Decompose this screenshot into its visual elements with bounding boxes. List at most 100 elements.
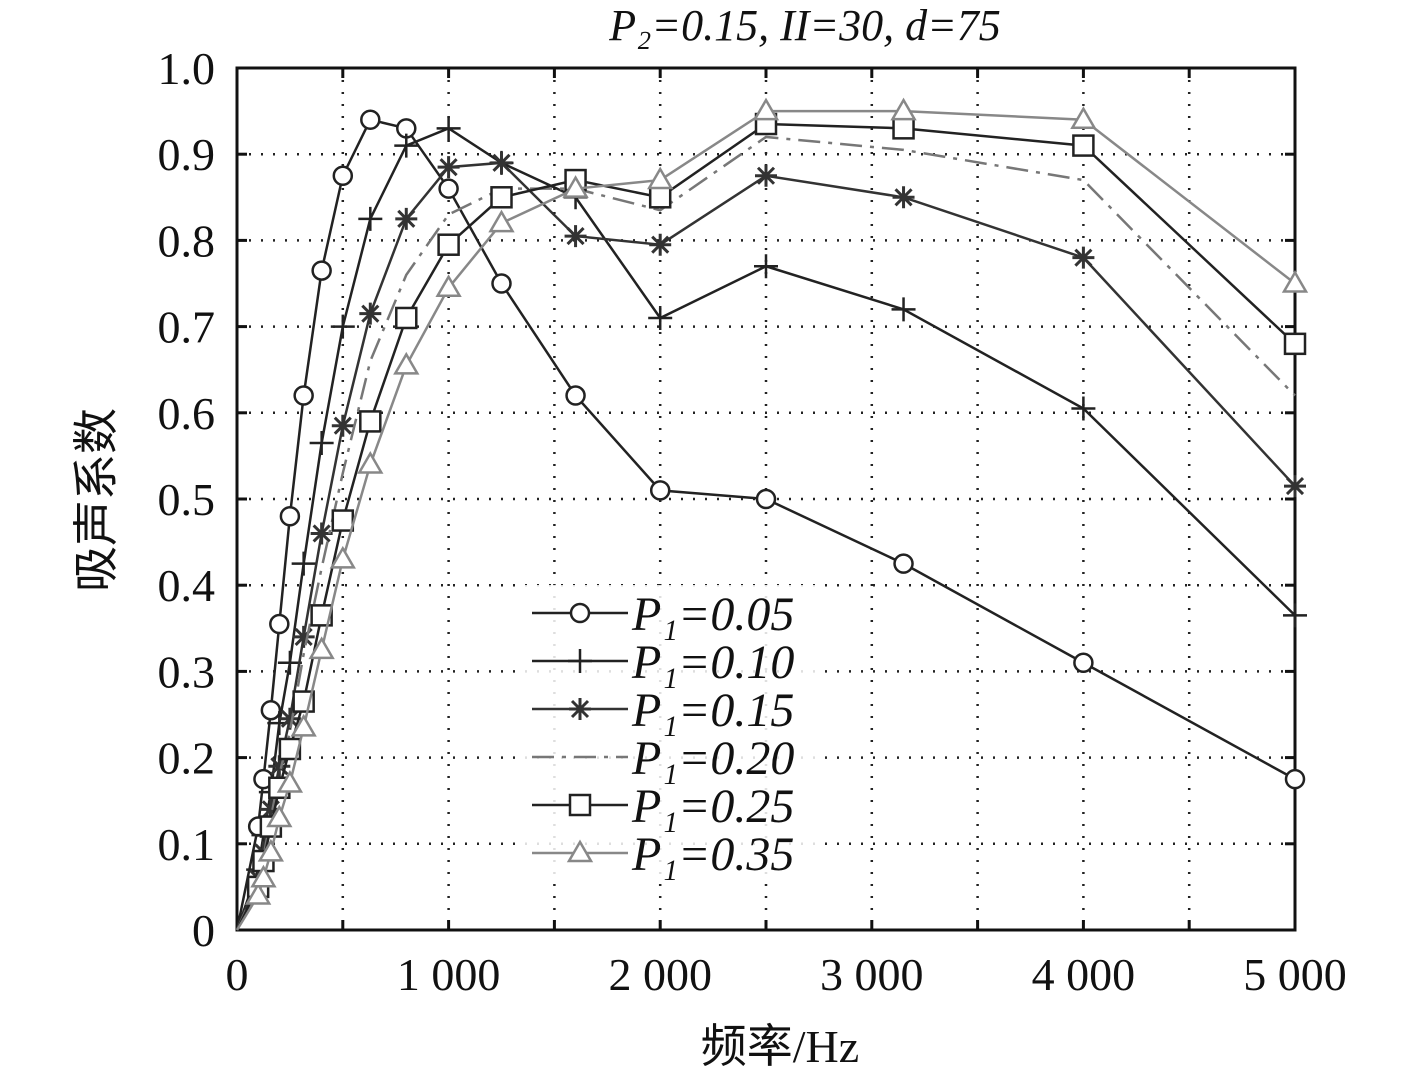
plus-marker — [309, 430, 334, 455]
triangle-marker — [266, 804, 293, 828]
triangle-marker — [250, 864, 277, 888]
circle-marker — [332, 165, 354, 186]
x-tick-label: 2 000 — [608, 949, 712, 1000]
square-marker — [395, 306, 418, 330]
legend-label: P₁=0.35 — [631, 828, 794, 881]
square-marker — [568, 793, 592, 817]
circle-marker — [269, 613, 290, 635]
circle-marker — [1284, 768, 1306, 790]
chart-title: P₂=0.15, II=30, d=75 — [608, 1, 1001, 50]
circle-marker — [565, 385, 586, 406]
star-marker — [310, 522, 333, 545]
triangle-marker — [276, 769, 304, 793]
triangle-marker — [890, 97, 917, 121]
star-marker — [259, 798, 282, 821]
square-marker — [331, 509, 355, 532]
triangle-marker — [1070, 106, 1097, 129]
x-tick-label: 0 — [226, 949, 249, 1000]
square-marker — [648, 186, 672, 209]
x-tick-label: 1 000 — [397, 949, 501, 1000]
legend-label: P₁=0.25 — [631, 780, 794, 833]
legend-label: P₁=0.20 — [631, 732, 794, 785]
legend-label: P₁=0.10 — [631, 636, 794, 689]
triangle-marker — [566, 839, 594, 863]
star-marker — [278, 707, 301, 730]
triangle-marker — [562, 175, 589, 198]
star-marker — [395, 207, 418, 230]
square-marker — [437, 233, 460, 256]
square-marker — [310, 604, 333, 627]
star-marker — [892, 186, 915, 209]
square-marker — [1283, 332, 1307, 356]
circle-marker — [279, 505, 301, 527]
plus-marker — [568, 649, 592, 673]
x-axis-label: 频率/Hz — [701, 1021, 859, 1072]
triangle-marker — [647, 166, 674, 190]
circle-marker — [293, 385, 314, 406]
circle-marker — [1073, 652, 1094, 674]
plus-marker — [277, 650, 302, 675]
circle-marker — [311, 260, 332, 281]
star-marker — [359, 302, 382, 325]
y-tick-label: 0 — [192, 905, 215, 956]
y-tick-label: 0.8 — [158, 215, 216, 266]
plus-marker — [1283, 603, 1307, 628]
axis-ticks: 0 1 000 2 000 3 000 4 000 5 000 0 0.1 0.2 0.3 0.4 0… — [158, 43, 1347, 1000]
star-marker — [268, 755, 291, 778]
plus-marker — [648, 305, 673, 330]
triangle-marker — [257, 838, 285, 862]
triangle-marker — [357, 451, 384, 474]
star-marker — [569, 698, 591, 720]
triangle-marker — [329, 545, 356, 569]
y-tick-label: 1.0 — [158, 43, 216, 94]
plus-marker — [330, 314, 355, 339]
star-marker — [292, 625, 315, 648]
x-tick-label: 3 000 — [820, 949, 924, 1000]
y-tick-label: 0.7 — [158, 302, 216, 353]
y-tick-label: 0.9 — [158, 129, 216, 180]
square-marker — [490, 186, 513, 209]
legend-background — [525, 585, 825, 877]
star-marker — [490, 151, 513, 174]
plus-marker — [291, 551, 316, 576]
circle-marker — [649, 480, 671, 501]
triangle-marker — [393, 351, 420, 375]
y-tick-label: 0.4 — [158, 560, 216, 611]
legend-label: P₁=0.15 — [631, 684, 794, 737]
plus-marker — [358, 206, 383, 231]
star-marker — [331, 414, 354, 437]
plus-marker — [394, 133, 419, 158]
square-marker — [1072, 134, 1095, 157]
star-marker — [755, 164, 777, 187]
circle-marker — [260, 699, 282, 721]
series-0 — [235, 109, 1306, 931]
circle-marker — [755, 488, 777, 510]
y-tick-label: 0.1 — [158, 819, 216, 870]
circle-marker — [438, 178, 459, 199]
plus-marker — [436, 116, 461, 141]
triangle-marker — [290, 713, 317, 737]
y-tick-label: 0.3 — [158, 646, 216, 697]
circle-marker — [360, 109, 381, 130]
y-tick-label: 0.5 — [158, 474, 216, 525]
square-marker — [359, 410, 382, 433]
star-marker — [564, 225, 587, 248]
triangle-marker — [308, 636, 335, 660]
x-tick-label: 5 000 — [1243, 949, 1347, 1000]
y-tick-label: 0.6 — [158, 388, 216, 439]
circle-marker — [893, 553, 914, 574]
triangle-marker — [488, 209, 515, 233]
y-tick-label: 0.2 — [158, 733, 216, 784]
legend-label: P₁=0.05 — [631, 588, 794, 641]
square-marker — [278, 737, 302, 761]
square-marker — [892, 117, 915, 140]
plus-marker — [754, 254, 778, 279]
legend: P₁=0.05P₁=0.10P₁=0.15P₁=0.20P₁=0.25P₁=0.… — [525, 585, 825, 881]
x-tick-label: 4 000 — [1032, 949, 1136, 1000]
star-marker — [437, 156, 460, 179]
triangle-marker — [752, 97, 780, 121]
series-group — [235, 97, 1309, 931]
plus-marker — [1071, 396, 1096, 421]
triangle-marker — [435, 274, 462, 298]
